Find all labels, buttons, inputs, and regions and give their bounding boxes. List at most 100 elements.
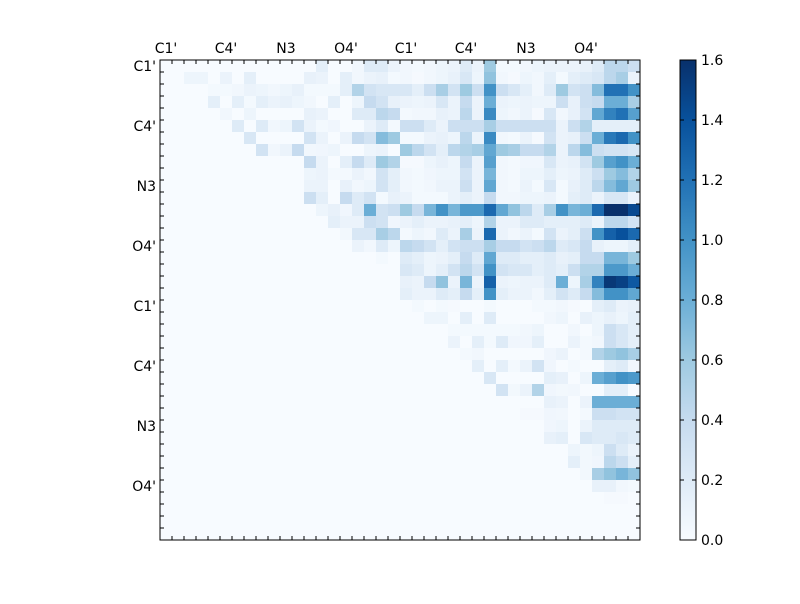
heatmap-cell [304,156,317,169]
heatmap-cell [472,432,485,445]
heatmap-cell [472,396,485,409]
heatmap-cell [364,444,377,457]
heatmap-cell [172,516,185,529]
heatmap-cell [340,144,353,157]
heatmap-cell [520,396,533,409]
heatmap-cell [520,432,533,445]
heatmap-cell [376,288,389,301]
heatmap-cell [628,132,641,145]
heatmap-cell [628,84,641,97]
heatmap-cell [616,60,629,73]
heatmap-cell [448,492,461,505]
heatmap-cell [340,288,353,301]
heatmap-cell [424,408,437,421]
heatmap-cell [520,192,533,205]
heatmap-cell [328,180,341,193]
heatmap-cell [208,72,221,85]
heatmap-cell [460,348,473,361]
heatmap-cell [544,516,557,529]
heatmap-cell [172,120,185,133]
heatmap-cell [400,444,413,457]
heatmap-cell [208,252,221,265]
heatmap-cell [520,312,533,325]
heatmap-cell [424,336,437,349]
heatmap-cell [484,420,497,433]
heatmap-cell [568,192,581,205]
heatmap-cell [436,180,449,193]
heatmap-cell [472,72,485,85]
heatmap-cell [616,432,629,445]
heatmap-cell [220,108,233,121]
heatmap-cell [376,468,389,481]
heatmap-cell [196,408,209,421]
heatmap-cell [520,300,533,313]
heatmap-cell [172,360,185,373]
heatmap-cell [340,468,353,481]
heatmap-cell [268,408,281,421]
heatmap-cell [292,504,305,517]
heatmap-cell [436,240,449,253]
heatmap-cell [352,240,365,253]
heatmap-cell [280,348,293,361]
heatmap-cell [424,372,437,385]
heatmap-cell [184,408,197,421]
heatmap-cell [232,252,245,265]
heatmap-cell [376,300,389,313]
heatmap-cell [568,432,581,445]
heatmap-cell [436,60,449,73]
heatmap-cell [580,516,593,529]
heatmap-cell [508,324,521,337]
heatmap-cell [364,60,377,73]
heatmap-cell [424,192,437,205]
heatmap-cell [484,408,497,421]
heatmap-cell [268,264,281,277]
heatmap-cell [220,528,233,541]
heatmap-cell [292,204,305,217]
heatmap-cell [484,180,497,193]
heatmap-cell [316,264,329,277]
heatmap-cell [544,468,557,481]
heatmap-cell [436,516,449,529]
heatmap-cell [508,288,521,301]
heatmap-cell [424,108,437,121]
heatmap-cell [364,324,377,337]
heatmap-cell [268,288,281,301]
heatmap-cell [304,84,317,97]
heatmap-cell [316,384,329,397]
heatmap-cell [220,156,233,169]
heatmap-cell [268,228,281,241]
heatmap-cell [376,432,389,445]
heatmap-cell [256,516,269,529]
heatmap-cell [352,516,365,529]
heatmap-cell [328,528,341,541]
heatmap-cell [544,180,557,193]
heatmap-cell [568,384,581,397]
heatmap-cell [400,216,413,229]
heatmap-cell [268,348,281,361]
heatmap-cell [244,300,257,313]
heatmap-cell [568,216,581,229]
heatmap-cell [268,60,281,73]
heatmap-cell [364,216,377,229]
heatmap-cell [220,516,233,529]
heatmap-cell [580,144,593,157]
heatmap-cell [604,504,617,517]
heatmap-cell [520,132,533,145]
heatmap-cell [364,408,377,421]
heatmap-cell [352,96,365,109]
heatmap-cell [520,288,533,301]
heatmap-cell [292,276,305,289]
heatmap-cell [436,108,449,121]
heatmap-cell [388,324,401,337]
heatmap-cell [448,168,461,181]
heatmap-cell [568,372,581,385]
heatmap-cell [220,144,233,157]
heatmap-cell [616,72,629,85]
heatmap-cell [532,480,545,493]
heatmap-cell [280,72,293,85]
heatmap-cell [412,204,425,217]
heatmap-cell [160,348,173,361]
heatmap-cell [256,480,269,493]
heatmap-cell [184,480,197,493]
heatmap-cell [388,432,401,445]
